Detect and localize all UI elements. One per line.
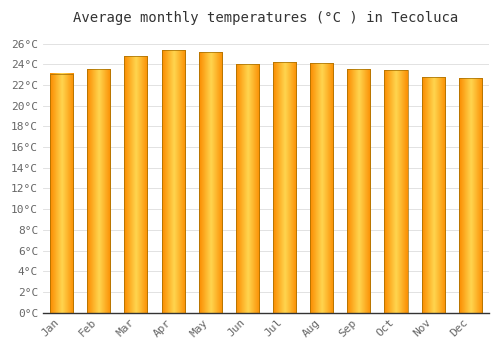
Title: Average monthly temperatures (°C ) in Tecoluca: Average monthly temperatures (°C ) in Te…	[74, 11, 458, 25]
Bar	[162, 50, 184, 313]
Bar	[310, 63, 333, 313]
Bar	[459, 78, 482, 313]
Bar	[422, 77, 444, 313]
Bar	[124, 56, 148, 313]
Bar	[198, 52, 222, 313]
Bar	[348, 69, 370, 313]
Bar	[384, 70, 407, 313]
Bar	[273, 62, 296, 313]
Bar	[236, 64, 259, 313]
Bar	[87, 69, 110, 313]
Bar	[50, 74, 73, 313]
